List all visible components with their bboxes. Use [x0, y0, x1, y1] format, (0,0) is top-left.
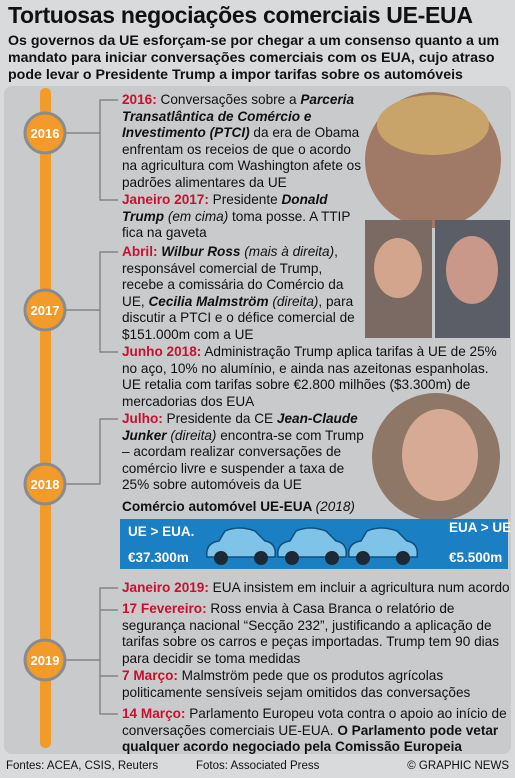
- year-circle: [23, 111, 67, 155]
- year-circle: [23, 638, 67, 682]
- text-run: (direita): [166, 427, 217, 443]
- timeline-entry: Janeiro 2019: EUA insistem em incluir a …: [122, 580, 510, 597]
- text-run: 17 Fevereiro:: [122, 601, 207, 616]
- year-label: 2016: [31, 126, 60, 141]
- text-run: , para discutir a PTCI e o défice comerc…: [122, 293, 355, 342]
- year-circle: [23, 288, 67, 332]
- subtitle: Os governos da UE esforçam-se por chegar…: [8, 33, 500, 83]
- text-run: EUA insistem em incluir a agricultura nu…: [208, 580, 510, 595]
- car-left-label: UE > EUA.: [128, 524, 194, 539]
- year-circle: [23, 462, 67, 506]
- text-run: Janeiro 2019:: [122, 580, 209, 595]
- text-run: encontra-se com Trump – acordam realizar…: [122, 427, 364, 493]
- text-run: , responsável comercial de Trump, recebe…: [122, 244, 344, 309]
- text-run: 14 Março:: [122, 706, 186, 721]
- car-right-value: €5.500m: [449, 550, 502, 565]
- text-run: Presidente: [208, 192, 282, 207]
- car-trade-title: Comércio automóvel UE-EUA (2018): [122, 499, 355, 516]
- text-run: Presidente da CE: [162, 411, 277, 426]
- car-left-value: €37.300m: [128, 550, 189, 565]
- timeline-entry: 14 Março: Parlamento Europeu vota contra…: [122, 706, 510, 756]
- text-run: Cecilia Malmström: [148, 293, 269, 309]
- text-run: (em cima): [164, 208, 229, 224]
- timeline-entry: 2016: Conversações sobre a Parceria Tran…: [122, 92, 362, 192]
- text-run: Abril:: [122, 244, 158, 259]
- text-run: Junho 2018:: [122, 344, 202, 359]
- text-run: Parceria Transatlântica de Comércio e In…: [122, 92, 355, 141]
- text-run: (direita): [268, 293, 319, 309]
- text-run: Jean-Claude Junker: [122, 411, 358, 443]
- timeline-entry: Julho: Presidente da CE Jean-Claude Junk…: [122, 411, 370, 494]
- text-run: 2016:: [122, 92, 157, 107]
- sources: Fontes: ACEA, CSIS, Reuters: [6, 760, 159, 772]
- text-run: Janeiro 2017:: [122, 192, 209, 207]
- text-run: Donald Trump: [122, 192, 328, 224]
- cars: [206, 527, 419, 565]
- photo-credit: Fotos: Associated Press: [196, 760, 320, 772]
- car-band-right: [444, 519, 508, 569]
- text-run: Wilbur Ross: [161, 244, 241, 259]
- car-year: (2018): [315, 499, 355, 514]
- text-run: Julho:: [122, 411, 163, 426]
- text-run: 7 Março:: [122, 668, 178, 683]
- text-run: Conversações sobre a: [156, 92, 301, 107]
- text-run: Malmström pede que os produtos agrícolas…: [122, 668, 471, 700]
- text-run: toma posse. A TTIP fica na gaveta: [122, 208, 351, 241]
- text-run: Parlamento Europeu vota contra o apoio a…: [122, 706, 507, 738]
- text-run: (mais à direita): [240, 244, 335, 259]
- timeline-entry: 17 Fevereiro: Ross envia à Casa Branca o…: [122, 601, 510, 667]
- timeline-entry: Janeiro 2017: Presidente Donald Trump (e…: [122, 192, 362, 242]
- car-right-label: EUA > UE: [449, 520, 511, 535]
- connectors: [62, 99, 118, 715]
- year-label: 2019: [31, 653, 60, 668]
- title: Tortuosas negociações comerciais UE-EUA: [8, 2, 473, 28]
- text-run: Administração Trump aplica tarifas à UE …: [122, 344, 497, 409]
- credit: © GRAPHIC NEWS: [407, 760, 509, 772]
- timeline-entry: Junho 2018: Administração Trump aplica t…: [122, 344, 510, 410]
- timeline-entry: 7 Março: Malmström pede que os produtos …: [122, 668, 510, 701]
- car-title: Comércio automóvel UE-EUA: [122, 499, 312, 514]
- year-label: 2017: [31, 303, 60, 318]
- timeline-bar: [40, 88, 51, 748]
- text-run: O Parlamento pode vetar qualquer acordo …: [122, 722, 499, 755]
- timeline-entry: Abril: Wilbur Ross (mais à direita), res…: [122, 244, 362, 344]
- year-label: 2018: [31, 477, 60, 492]
- text-run: Ross envia à Casa Branca o relatório de …: [122, 601, 500, 666]
- text-run: da era de Obama enfrentam os receios de …: [122, 125, 362, 190]
